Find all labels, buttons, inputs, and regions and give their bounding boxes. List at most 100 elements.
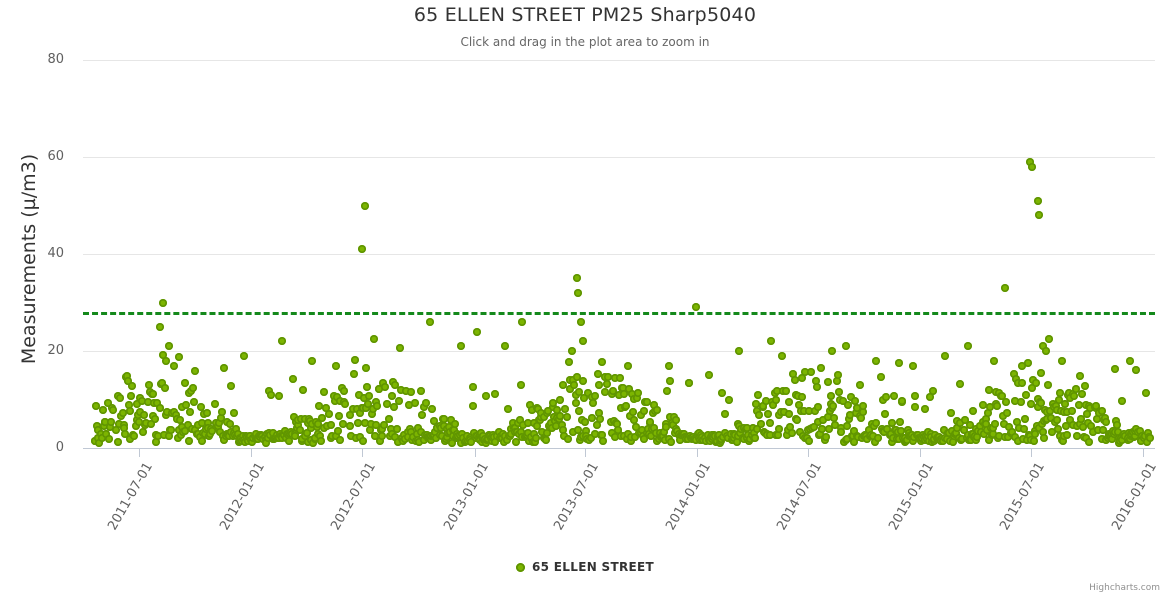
data-point[interactable] bbox=[1085, 437, 1094, 446]
data-point[interactable] bbox=[573, 425, 582, 434]
data-point[interactable] bbox=[195, 432, 204, 441]
data-point[interactable] bbox=[317, 436, 326, 445]
data-point[interactable] bbox=[104, 399, 113, 408]
data-point[interactable] bbox=[844, 400, 853, 409]
data-point[interactable] bbox=[538, 427, 547, 436]
data-point[interactable] bbox=[799, 406, 808, 415]
data-point[interactable] bbox=[124, 376, 133, 385]
data-point[interactable] bbox=[1098, 407, 1107, 416]
data-point[interactable] bbox=[157, 379, 166, 388]
data-point[interactable] bbox=[957, 434, 966, 443]
data-point[interactable] bbox=[610, 374, 619, 382]
data-point[interactable] bbox=[383, 399, 392, 408]
data-point[interactable] bbox=[752, 425, 761, 434]
data-point[interactable] bbox=[384, 415, 393, 424]
data-point[interactable] bbox=[928, 386, 937, 395]
data-point[interactable] bbox=[636, 410, 645, 419]
data-point[interactable] bbox=[566, 385, 575, 394]
data-point[interactable] bbox=[829, 413, 838, 422]
data-point[interactable] bbox=[379, 378, 388, 387]
data-point[interactable] bbox=[211, 399, 220, 408]
data-point[interactable] bbox=[450, 426, 459, 435]
data-point[interactable] bbox=[796, 427, 805, 436]
data-point[interactable] bbox=[911, 402, 920, 411]
data-point[interactable] bbox=[370, 432, 379, 441]
data-point[interactable] bbox=[355, 432, 364, 441]
data-point[interactable] bbox=[518, 420, 527, 429]
data-point[interactable] bbox=[735, 429, 744, 438]
data-point[interactable] bbox=[431, 428, 440, 437]
data-point[interactable] bbox=[831, 420, 840, 429]
data-point[interactable] bbox=[671, 415, 680, 424]
data-point[interactable] bbox=[631, 422, 640, 431]
data-point[interactable] bbox=[646, 417, 655, 426]
data-point[interactable] bbox=[341, 399, 350, 408]
data-point[interactable] bbox=[749, 428, 758, 437]
data-point[interactable] bbox=[751, 399, 760, 408]
data-point[interactable] bbox=[1038, 427, 1047, 436]
data-point[interactable] bbox=[509, 419, 518, 428]
data-point[interactable] bbox=[624, 361, 633, 370]
data-point[interactable] bbox=[692, 303, 701, 312]
data-point[interactable] bbox=[151, 437, 160, 446]
data-point[interactable] bbox=[665, 413, 674, 422]
data-point[interactable] bbox=[121, 429, 130, 438]
data-point[interactable] bbox=[560, 404, 569, 413]
data-point[interactable] bbox=[882, 392, 891, 401]
data-point[interactable] bbox=[447, 439, 456, 447]
data-point[interactable] bbox=[531, 437, 540, 446]
data-point[interactable] bbox=[859, 401, 868, 410]
data-point[interactable] bbox=[989, 423, 998, 432]
data-point[interactable] bbox=[1117, 397, 1126, 406]
data-point[interactable] bbox=[888, 437, 897, 446]
data-point[interactable] bbox=[660, 428, 669, 437]
data-point[interactable] bbox=[1015, 424, 1024, 433]
data-point[interactable] bbox=[909, 436, 918, 445]
data-point[interactable] bbox=[838, 397, 847, 406]
data-point[interactable] bbox=[1086, 403, 1095, 412]
data-point[interactable] bbox=[595, 408, 604, 417]
data-point[interactable] bbox=[1021, 415, 1030, 424]
data-point[interactable] bbox=[376, 437, 385, 446]
data-point[interactable] bbox=[615, 390, 624, 399]
data-point[interactable] bbox=[182, 400, 191, 409]
data-point[interactable] bbox=[1071, 385, 1080, 394]
data-point[interactable] bbox=[1018, 379, 1027, 388]
data-point[interactable] bbox=[1019, 424, 1028, 433]
data-point[interactable] bbox=[274, 392, 283, 401]
data-point[interactable] bbox=[1005, 423, 1014, 431]
data-point[interactable] bbox=[331, 432, 340, 441]
data-point[interactable] bbox=[649, 400, 658, 409]
data-point[interactable] bbox=[626, 436, 635, 445]
data-point[interactable] bbox=[622, 401, 631, 410]
data-point[interactable] bbox=[93, 434, 102, 443]
data-point[interactable] bbox=[619, 389, 628, 398]
data-point[interactable] bbox=[326, 420, 335, 429]
data-point[interactable] bbox=[780, 408, 789, 417]
data-point[interactable] bbox=[589, 398, 598, 407]
data-point[interactable] bbox=[878, 396, 887, 405]
data-point[interactable] bbox=[1025, 431, 1034, 440]
data-point[interactable] bbox=[1009, 369, 1018, 378]
data-point[interactable] bbox=[955, 419, 964, 428]
data-point[interactable] bbox=[98, 433, 107, 442]
data-point[interactable] bbox=[984, 385, 993, 394]
data-point[interactable] bbox=[189, 397, 198, 406]
data-point[interactable] bbox=[1041, 347, 1050, 355]
data-point[interactable] bbox=[973, 432, 982, 441]
data-point[interactable] bbox=[817, 364, 826, 373]
data-point[interactable] bbox=[360, 418, 369, 427]
data-point[interactable] bbox=[633, 393, 642, 402]
data-point[interactable] bbox=[141, 418, 150, 427]
data-point[interactable] bbox=[295, 426, 304, 435]
data-point[interactable] bbox=[528, 406, 537, 415]
data-point[interactable] bbox=[358, 437, 367, 446]
data-point[interactable] bbox=[1061, 400, 1070, 409]
data-point[interactable] bbox=[588, 414, 597, 423]
data-point[interactable] bbox=[307, 423, 316, 432]
data-point[interactable] bbox=[813, 402, 822, 411]
data-point[interactable] bbox=[1026, 157, 1035, 166]
data-point[interactable] bbox=[781, 386, 790, 395]
data-point[interactable] bbox=[785, 397, 794, 406]
data-point[interactable] bbox=[128, 381, 137, 390]
